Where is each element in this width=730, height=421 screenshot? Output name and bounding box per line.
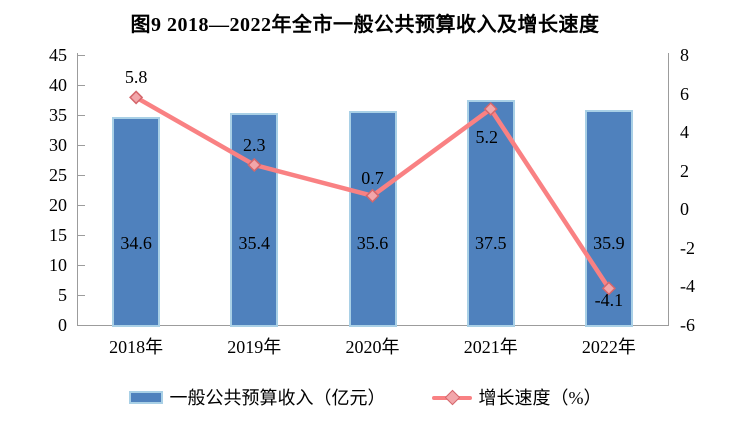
x-axis-category-label: 2021年 (463, 337, 518, 357)
y-axis-right (668, 53, 669, 325)
y-axis-right-tick-label: -6 (680, 315, 695, 335)
line-value-label: 0.7 (361, 167, 384, 188)
y-axis-left-tick-label: 40 (49, 75, 67, 95)
y-axis-right-tick-label: 0 (680, 199, 689, 220)
y-axis-left-tick (78, 325, 85, 326)
bar-value-label: 37.5 (474, 233, 507, 253)
x-axis-category-label: 2018年 (109, 337, 164, 357)
legend-label-revenue: 一般公共预算收入（亿元） (169, 388, 386, 408)
bar-value-label: 35.6 (356, 233, 389, 253)
diamond-marker-icon (444, 389, 460, 405)
x-axis-category-label: 2020年 (345, 337, 400, 357)
chart-legend: 一般公共预算收入（亿元） 增长速度（%） (0, 383, 730, 411)
y-axis-left-tick-label: 30 (49, 135, 67, 155)
legend-item-revenue: 一般公共预算收入（亿元） (128, 384, 386, 410)
y-axis-left-tick-label: 45 (49, 45, 67, 65)
y-axis-right-tick-label: -4 (680, 276, 695, 297)
line-value-label: 2.3 (243, 134, 266, 155)
bar-2020年 (348, 111, 397, 327)
y-axis-left-tick-label: 0 (58, 315, 67, 335)
chart-title: 图9 2018—2022年全市一般公共预算收入及增长速度 (130, 14, 600, 36)
y-axis-left-tick (78, 205, 85, 206)
line-series-swatch-icon (431, 389, 472, 405)
y-axis-left-tick (78, 235, 85, 236)
y-axis-left-tick (78, 175, 85, 176)
y-axis-left (77, 53, 78, 325)
bar-value-label: 35.4 (238, 233, 271, 253)
y-axis-left-tick-label: 25 (49, 165, 67, 185)
bar-2018年 (112, 117, 161, 327)
y-axis-left-tick-label: 15 (49, 225, 67, 245)
x-axis-category-label: 2019年 (227, 337, 282, 357)
y-axis-left-tick-label: 10 (49, 255, 67, 275)
y-axis-left-tick (78, 265, 85, 266)
y-axis-left-tick (78, 145, 85, 146)
y-axis-left-tick (78, 295, 85, 296)
y-axis-right-tick-label: 2 (680, 160, 689, 181)
diamond-marker-2018年 (129, 90, 144, 105)
y-axis-left-tick (78, 85, 85, 86)
bar-value-label: 35.9 (593, 233, 625, 253)
line-value-label: 5.2 (475, 127, 498, 147)
y-axis-right-tick-label: 4 (680, 122, 689, 143)
legend-label-growth: 增长速度（%） (478, 388, 602, 408)
y-axis-left-tick-label: 20 (49, 195, 67, 215)
x-axis-category-label: 2022年 (581, 337, 636, 357)
line-value-label: 5.8 (124, 67, 148, 88)
legend-item-growth: 增长速度（%） (431, 384, 602, 410)
y-axis-right-tick-label: 8 (680, 45, 689, 65)
y-axis-left-tick-label: 5 (58, 285, 67, 305)
y-axis-left-tick (78, 55, 85, 56)
y-axis-right-tick-label: -2 (680, 237, 695, 258)
line-value-label: -4.1 (594, 290, 624, 311)
y-axis-right-tick-label: 6 (680, 83, 689, 104)
bar-series-swatch-icon (128, 390, 163, 404)
y-axis-left-tick (78, 115, 85, 116)
bar-value-label: 34.6 (120, 233, 152, 253)
y-axis-left-tick-label: 35 (49, 105, 67, 125)
